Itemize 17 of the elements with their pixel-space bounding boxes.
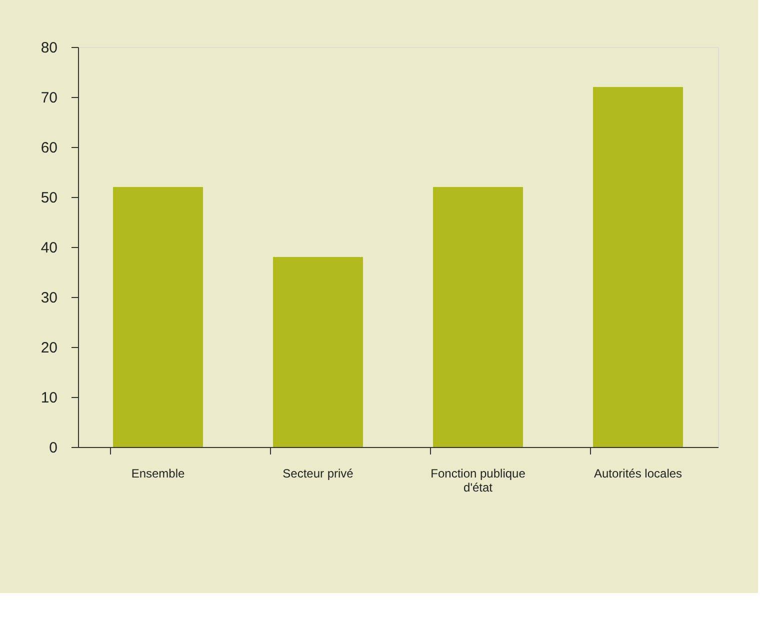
y-tick-label: 80 (40, 40, 58, 56)
y-tick-label: 40 (40, 240, 58, 256)
y-tick-label: 20 (40, 340, 58, 356)
y-tick-label: 30 (40, 290, 58, 306)
bar (273, 257, 363, 447)
y-tick-label: 10 (40, 390, 58, 406)
x-tick-label: Secteur privé (282, 466, 354, 480)
x-tick-label: Autorités locales (594, 466, 682, 480)
y-tick-label: 60 (40, 140, 58, 156)
x-tick-label: Fonction publique d'état (430, 466, 526, 494)
y-tick-label: 50 (40, 190, 58, 206)
bar (593, 87, 683, 447)
x-tick-label: Ensemble (131, 466, 185, 480)
y-tick-label: 0 (49, 440, 58, 456)
bar (113, 187, 203, 447)
bar (433, 187, 523, 447)
y-tick-label: 70 (40, 90, 58, 106)
